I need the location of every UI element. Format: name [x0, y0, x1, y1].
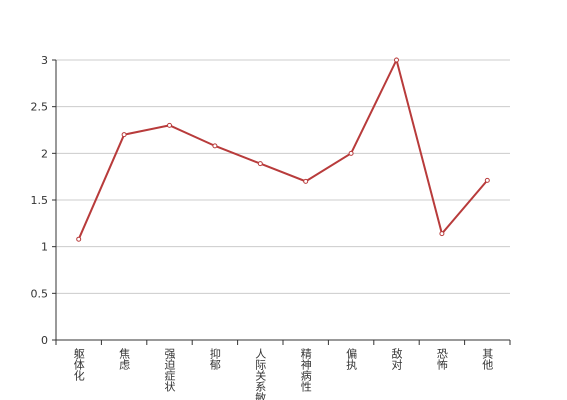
point [394, 57, 399, 63]
x-tick-label: 强迫症状 [163, 348, 176, 392]
x-tick-label: 敌对 [390, 347, 403, 370]
point [167, 122, 172, 128]
y-tick-label: 2.5 [31, 101, 49, 114]
y-tick-label: 0.5 [31, 287, 49, 300]
x-tick-label: 躯体化 [72, 348, 85, 382]
x-tick-label: 焦虑 [118, 348, 131, 370]
x-tick-label: 精神病性 [299, 348, 312, 393]
y-tick-label: 1 [41, 241, 48, 254]
point [484, 177, 490, 183]
x-tick-label: 人际关系敏感 [254, 348, 267, 400]
point [303, 178, 309, 184]
y-tick-label: 2 [41, 147, 48, 160]
x-tick-label: 抑郁 [208, 347, 221, 370]
point [76, 236, 82, 242]
y-tick-label: 3 [41, 54, 48, 67]
x-tick-label: 恐怖 [435, 348, 448, 370]
point [257, 161, 263, 167]
point [121, 132, 127, 138]
y-tick-label: 0 [41, 334, 48, 347]
x-tick-label: 偏执 [345, 347, 358, 371]
y-tick-label: 1.5 [31, 194, 49, 207]
x-tick-label: 其他 [481, 348, 494, 370]
point [212, 143, 218, 149]
point [348, 150, 354, 156]
point [439, 231, 445, 237]
line [77, 57, 489, 240]
